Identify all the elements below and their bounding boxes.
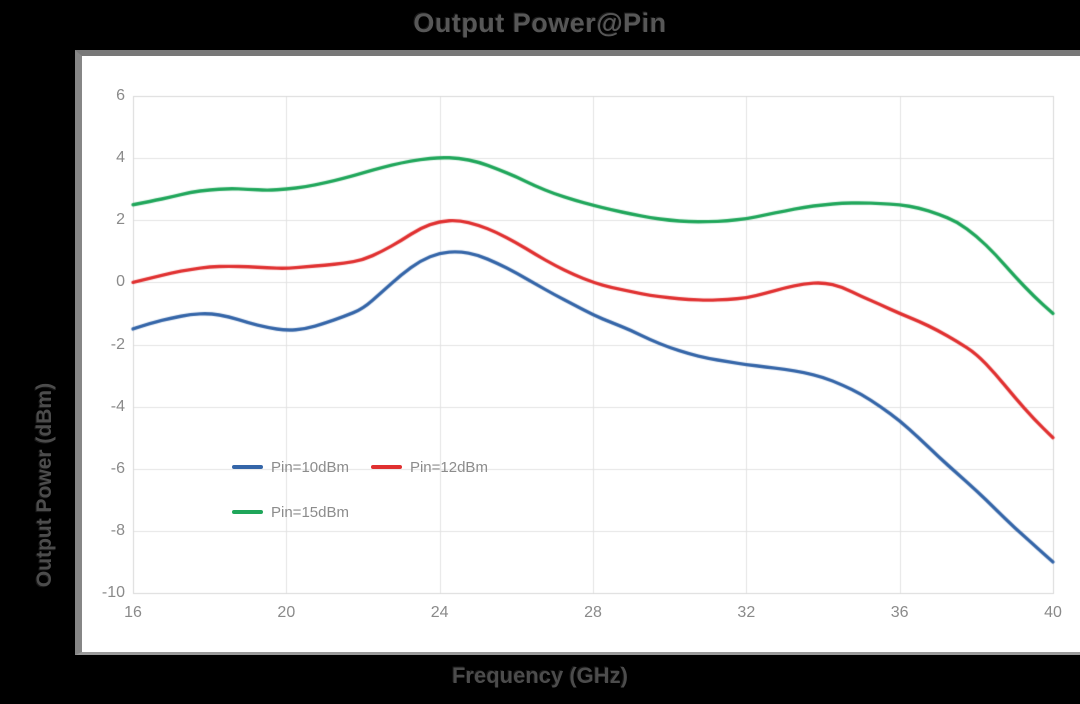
legend-swatch-line	[232, 465, 263, 469]
legend: Pin=10dBm Pin=12dBm Pin=15dBm	[232, 456, 510, 546]
y-axis-title: Output Power (dBm)	[33, 382, 56, 588]
x-tick-label: 32	[737, 604, 756, 621]
y-tick-label: 0	[116, 273, 125, 291]
x-axis-title: Frequency (GHz)	[451, 663, 629, 688]
plot-panel: 16 20 24 28 32 36 40 6 4 2 0 -2 -4 -6 -8 -10 Pin=10dBm…	[75, 50, 1080, 655]
legend-item-label: Pin=12dBm	[409, 458, 488, 476]
y-tick-label: -6	[110, 459, 125, 477]
legend-row: Pin=15dBm	[232, 501, 510, 523]
y-tick-label: -2	[110, 335, 125, 353]
y-tick-label: -10	[101, 584, 125, 601]
x-tick-label: 36	[890, 604, 909, 621]
x-tick-label: 16	[124, 604, 142, 621]
y-tick-label: -8	[110, 521, 125, 539]
x-tick-label: 40	[1044, 604, 1062, 621]
plot-canvas	[82, 56, 1080, 652]
legend-item-label: Pin=15dBm	[271, 503, 349, 521]
plot-panel-inner: 16 20 24 28 32 36 40 6 4 2 0 -2 -4 -6 -8 -10 Pin=10dBm…	[82, 56, 1080, 652]
legend-swatch-line	[370, 465, 402, 469]
legend-item: Pin=15dBm	[232, 504, 349, 521]
legend-item: Pin=10dBm	[232, 459, 349, 476]
legend-item: Pin=12dBm	[370, 458, 488, 476]
y-tick-label: 6	[116, 87, 125, 104]
y-tick-label: 4	[116, 149, 125, 167]
x-tick-label: 20	[277, 604, 296, 621]
y-tick-label: 2	[116, 211, 125, 229]
x-tick-label: 24	[430, 604, 449, 621]
chart-title: Output Power@Pin	[413, 8, 667, 38]
legend-item-label: Pin=10dBm	[271, 458, 349, 476]
legend-row: Pin=10dBm Pin=12dBm	[232, 456, 510, 478]
legend-swatch-line	[232, 510, 263, 514]
x-tick-label: 28	[584, 604, 602, 621]
y-tick-label: -4	[110, 397, 125, 415]
